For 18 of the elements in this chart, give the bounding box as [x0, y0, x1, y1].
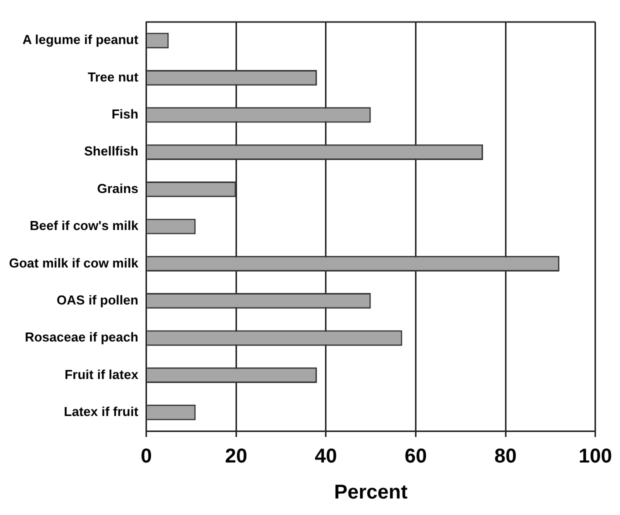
y-tick-label: A legume if peanut: [22, 32, 139, 48]
x-axis-title: Percent: [334, 482, 408, 504]
y-tick-label: OAS if pollen: [56, 292, 138, 308]
x-tick-label: 100: [578, 446, 612, 468]
y-tick-label: Fruit if latex: [64, 366, 140, 382]
x-tick-label: 40: [314, 446, 338, 468]
x-tick-label: 20: [224, 446, 248, 468]
y-tick-label: Goat milk if cow milk: [8, 255, 140, 270]
y-tick-label: Fish: [112, 106, 138, 122]
y-tick-label: Latex if fruit: [64, 404, 139, 419]
y-tick-label: Shellfish: [84, 144, 138, 159]
y-tick-label: Tree nut: [88, 69, 139, 84]
x-tick-label: 80: [494, 446, 517, 468]
x-tick-label: 60: [404, 446, 427, 468]
y-tick-label: Beef if cow's milk: [30, 218, 140, 234]
y-tick-label: Grains: [97, 180, 138, 196]
y-tick-label: Rosaceae if peach: [24, 330, 138, 345]
x-tick-label: 0: [140, 446, 152, 468]
